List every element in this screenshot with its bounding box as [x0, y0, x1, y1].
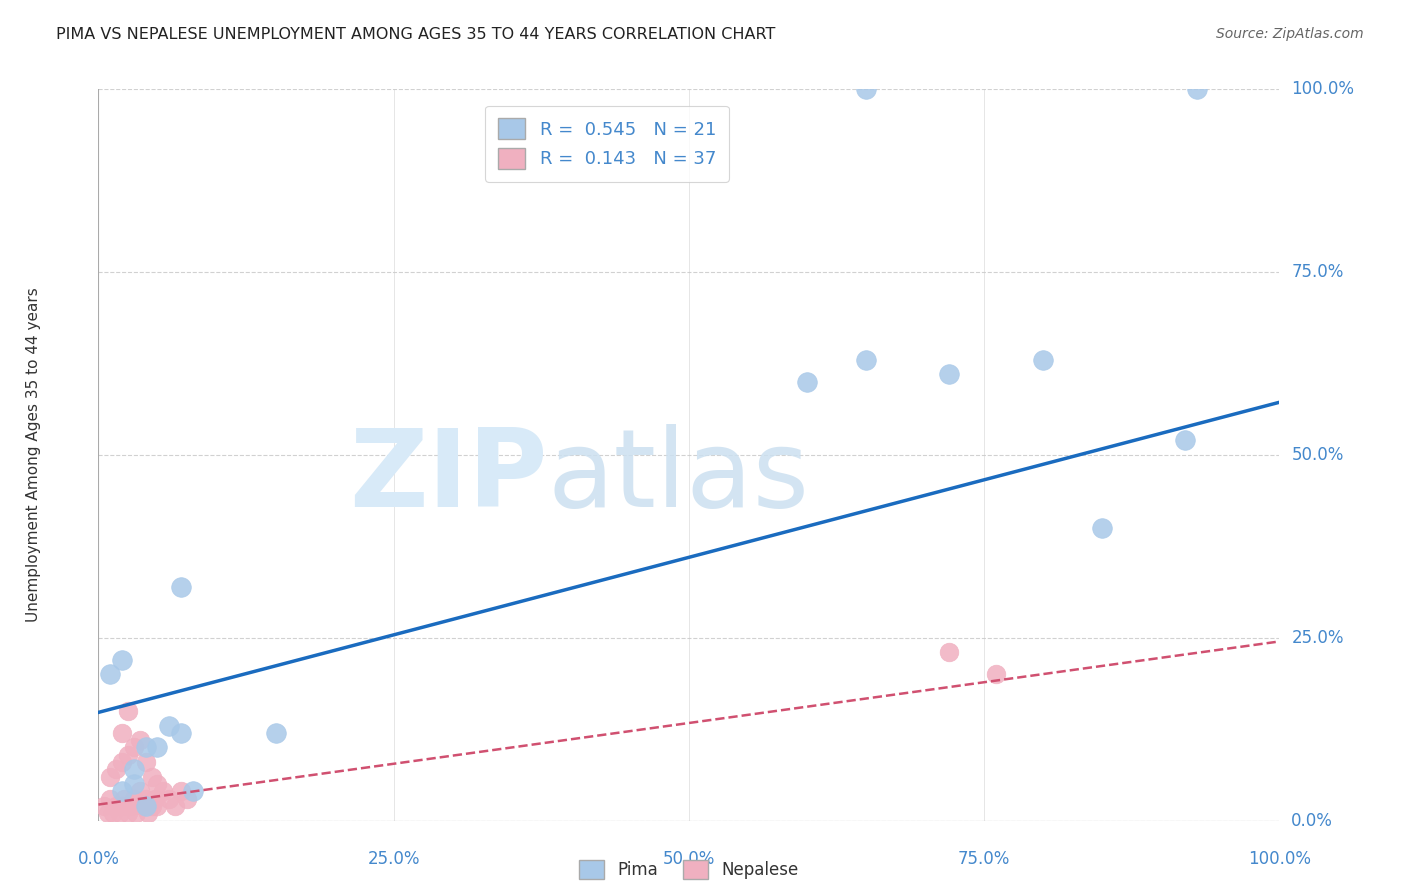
Text: Unemployment Among Ages 35 to 44 years: Unemployment Among Ages 35 to 44 years [25, 287, 41, 623]
Point [1185, 82, 1208, 96]
Text: 75.0%: 75.0% [1291, 263, 1344, 281]
Point [112, 791, 135, 805]
Text: ZIP: ZIP [349, 424, 547, 530]
Point [101, 806, 124, 821]
Text: PIMA VS NEPALESE UNEMPLOYMENT AMONG AGES 35 TO 44 YEARS CORRELATION CHART: PIMA VS NEPALESE UNEMPLOYMENT AMONG AGES… [56, 27, 776, 42]
Point [111, 799, 134, 814]
Text: 25.0%: 25.0% [1291, 629, 1344, 647]
Point [157, 791, 180, 805]
Text: Source: ZipAtlas.com: Source: ZipAtlas.com [1216, 27, 1364, 41]
Point [796, 375, 818, 389]
Text: 50.0%: 50.0% [662, 850, 716, 868]
Point [128, 733, 150, 747]
Point [170, 580, 193, 594]
Point [135, 799, 157, 814]
Point [135, 755, 157, 769]
Point [176, 791, 198, 805]
Point [146, 740, 169, 755]
Text: atlas: atlas [547, 424, 810, 530]
Legend: Pima, Nepalese: Pima, Nepalese [572, 853, 806, 886]
Point [132, 799, 155, 814]
Point [105, 799, 128, 814]
Point [98, 770, 121, 784]
Point [111, 784, 134, 798]
Point [146, 777, 169, 791]
Point [121, 799, 143, 814]
Point [117, 806, 139, 821]
Point [1091, 521, 1114, 535]
Point [143, 791, 166, 805]
Point [1032, 352, 1054, 367]
Point [111, 653, 134, 667]
Point [111, 726, 134, 740]
Point [1174, 434, 1197, 448]
Point [111, 755, 134, 769]
Point [141, 770, 163, 784]
Point [181, 784, 204, 798]
Point [98, 667, 121, 681]
Text: 50.0%: 50.0% [1291, 446, 1344, 464]
Point [938, 645, 960, 659]
Point [157, 718, 180, 732]
Point [146, 799, 169, 814]
Text: 100.0%: 100.0% [1249, 850, 1310, 868]
Point [128, 784, 150, 798]
Point [108, 806, 131, 821]
Point [117, 747, 139, 762]
Point [97, 806, 120, 821]
Point [117, 704, 139, 718]
Point [122, 777, 145, 791]
Point [938, 368, 960, 382]
Point [125, 806, 148, 821]
Point [170, 784, 193, 798]
Point [855, 82, 877, 96]
Point [122, 763, 145, 777]
Text: 0.0%: 0.0% [77, 850, 120, 868]
Point [135, 740, 157, 755]
Point [105, 763, 128, 777]
Point [170, 726, 193, 740]
Point [122, 740, 145, 755]
Text: 0.0%: 0.0% [1291, 812, 1333, 830]
Point [141, 799, 163, 814]
Text: 75.0%: 75.0% [957, 850, 1011, 868]
Point [152, 784, 174, 798]
Text: 100.0%: 100.0% [1291, 80, 1354, 98]
Point [122, 791, 145, 805]
Point [98, 791, 121, 805]
Point [984, 667, 1007, 681]
Text: 25.0%: 25.0% [367, 850, 420, 868]
Point [135, 791, 157, 805]
Point [93, 799, 115, 814]
Point [855, 352, 877, 367]
Point [136, 806, 159, 821]
Point [165, 799, 187, 814]
Point [264, 726, 287, 740]
